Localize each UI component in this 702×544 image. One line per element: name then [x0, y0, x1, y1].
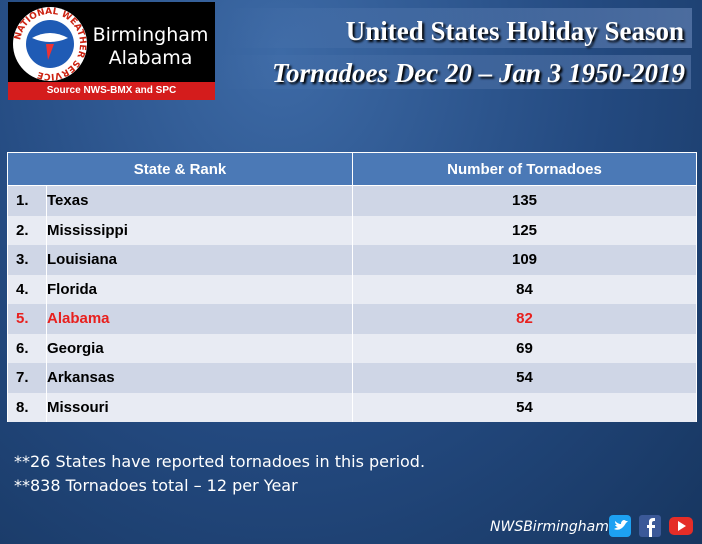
cell-num: 125 [352, 215, 697, 245]
nws-emblem: NATIONAL WEATHER SERVICE [13, 7, 87, 81]
table-row: 6. Georgia 69 [7, 333, 697, 363]
cell-num: 109 [352, 245, 697, 275]
table-row: 8. Missouri 54 [7, 392, 697, 422]
subtitle: Tornadoes Dec 20 – Jan 3 1950-2019 [215, 55, 691, 89]
title: United States Holiday Season [225, 8, 692, 48]
cell-state: Texas [46, 185, 353, 216]
cell-rank: 6. [7, 333, 47, 363]
table-row: 3. Louisiana 109 [7, 245, 697, 275]
cell-state: Mississippi [46, 215, 353, 245]
cell-num: 135 [352, 185, 697, 216]
table-row: 2. Mississippi 125 [7, 215, 697, 245]
cell-state: Arkansas [46, 363, 353, 393]
table-row: 1. Texas 135 [7, 185, 697, 216]
cell-rank: 3. [7, 245, 47, 275]
cell-rank: 2. [7, 215, 47, 245]
logo-line: Alabama [108, 47, 193, 69]
cell-num: 82 [352, 304, 697, 334]
source: Source NWS-BMX and SPC [8, 82, 215, 100]
cell-state: Louisiana [46, 245, 353, 275]
logo-line: Birmingham [92, 24, 209, 46]
cell-rank: 5. [7, 304, 47, 334]
table-body: 1. Texas 135 2. Mississippi 125 3. Louisiana 109… [7, 185, 697, 422]
note: **26 States have reported tornadoes in t… [14, 452, 426, 471]
cell-rank: 4. [7, 274, 47, 304]
table-row: 7. Arkansas 54 [7, 363, 697, 393]
cell-rank: 1. [7, 185, 47, 216]
cell-rank: 8. [7, 392, 47, 422]
cell-num: 54 [352, 392, 697, 422]
note: **838 Tornadoes total – 12 per Year [14, 476, 298, 495]
cell-rank: 7. [7, 363, 47, 393]
table: State & Rank Number of Tornadoes 1. Texas… [7, 152, 697, 422]
cell-state: Florida [46, 274, 353, 304]
social-icons [609, 515, 693, 537]
column-header: Number of Tornadoes [352, 152, 697, 186]
cell-num: 54 [352, 363, 697, 393]
cell-num: 69 [352, 333, 697, 363]
cell-state: Alabama [46, 304, 353, 334]
column-header: State & Rank [7, 152, 353, 186]
handle: NWSBirmingham [490, 519, 609, 535]
table-row: 5. Alabama 82 [7, 304, 697, 334]
cell-state: Missouri [46, 392, 353, 422]
cell-num: 84 [352, 274, 697, 304]
table-row: 4. Florida 84 [7, 274, 697, 304]
header-row: State & Rank Number of Tornadoes [7, 152, 697, 186]
cell-state: Georgia [46, 333, 353, 363]
logo: NATIONAL WEATHER SERVICE Birmingham Alab… [8, 2, 215, 100]
